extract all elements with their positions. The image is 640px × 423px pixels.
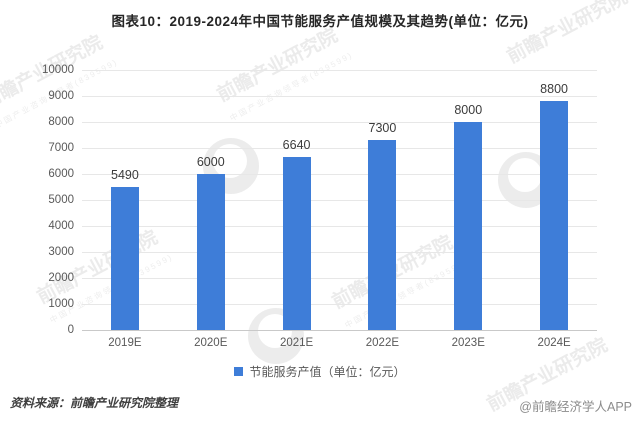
y-gridline [82,122,597,123]
y-axis-tick-label: 6000 [48,168,74,180]
app-credit: @前瞻经济学人APP [519,400,632,414]
y-gridline [82,70,597,71]
x-axis-tick-label: 2021E [279,337,314,349]
bar-2021E [282,157,311,330]
chart-title: 图表10：2019-2024年中国节能服务产值规模及其趋势(单位：亿元) [111,14,529,29]
y-axis-tick-label: 9000 [48,90,74,102]
bar-2024E [540,101,569,330]
y-gridline [82,252,597,253]
x-axis-tick-label: 2019E [108,337,142,349]
source-attribution: 资料来源：前瞻产业研究院整理 [10,396,179,410]
bar-value-label: 6000 [196,155,225,169]
y-gridline [82,148,597,149]
y-axis-tick-label: 2000 [48,272,74,284]
y-axis-tick-label: 10000 [42,64,74,76]
y-axis-tick-label: 8000 [48,116,74,128]
x-axis-line [82,330,597,331]
bar-value-label: 8000 [454,103,483,117]
legend-series-label: 节能服务产值（单位：亿元） [249,365,406,379]
chart-legend: 节能服务产值（单位：亿元） [0,363,640,380]
bar-2019E [110,187,139,330]
x-axis-tick-label: 2020E [194,337,228,349]
bar-2022E [368,140,397,330]
y-gridline [82,96,597,97]
y-gridline [82,278,597,279]
y-gridline [82,174,597,175]
x-axis-tick-label: 2024E [537,337,571,349]
bar-value-label: 6640 [282,138,311,153]
y-axis-tick-label: 0 [67,324,74,336]
y-axis-tick-label: 5000 [48,194,74,206]
bar-value-label: 7300 [368,121,397,136]
y-gridline [82,304,597,305]
y-gridline [82,200,597,201]
y-axis-tick-label: 1000 [48,298,74,310]
y-gridline [82,226,597,227]
bar-2020E [196,174,225,330]
x-axis-tick-label: 2022E [365,337,400,349]
y-axis-tick-label: 4000 [48,220,74,232]
bar-2023E [454,122,483,330]
y-axis-tick-label: 3000 [48,246,74,258]
y-axis-tick-label: 7000 [48,142,74,154]
bar-value-label: 5490 [111,168,139,183]
bar-value-label: 8800 [540,82,568,97]
x-axis-tick-label: 2023E [451,337,485,349]
legend-marker-swatch [234,367,244,376]
